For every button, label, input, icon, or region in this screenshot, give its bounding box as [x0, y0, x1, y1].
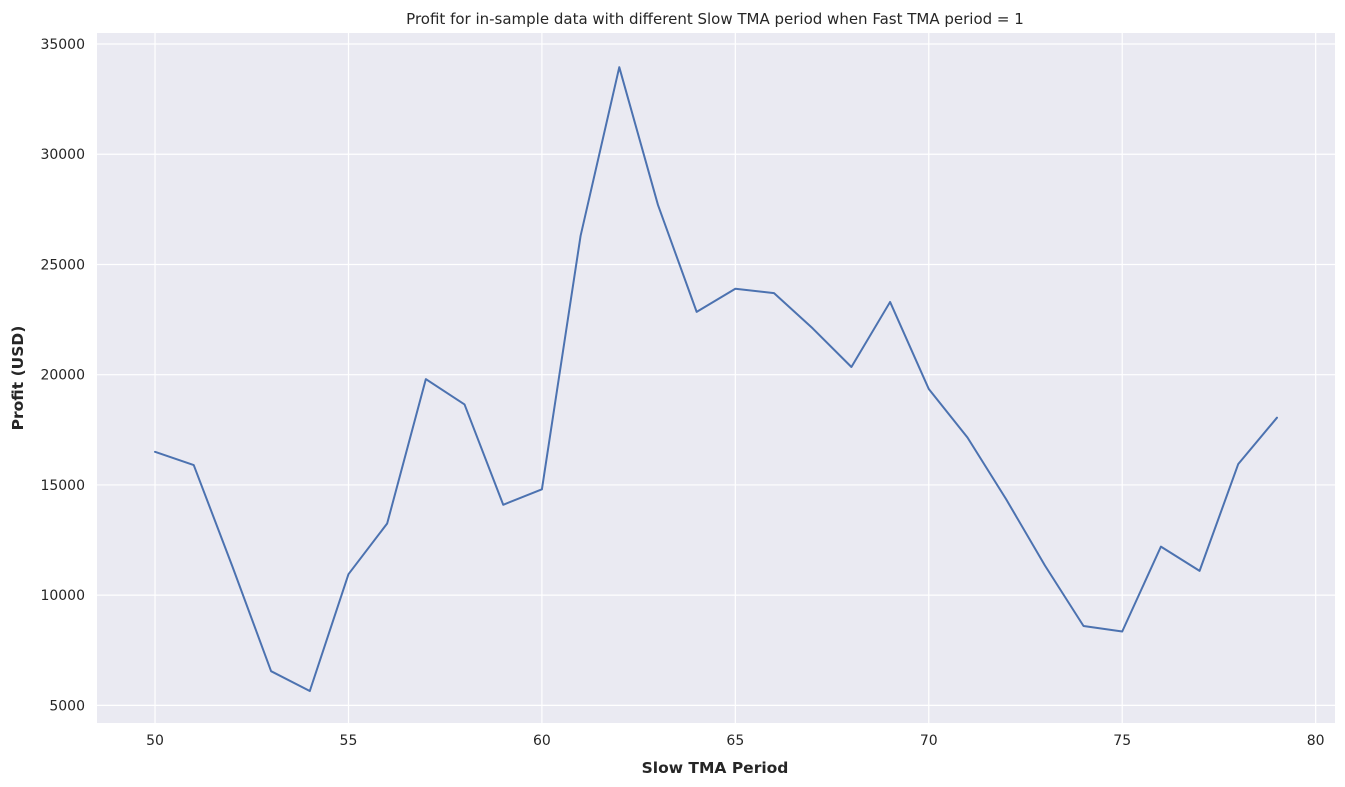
y-tick-labels: 5000 10000 15000 20000 25000 30000 35000 — [40, 37, 85, 714]
y-tick-label: 30000 — [40, 147, 85, 163]
x-axis-label: Slow TMA Period — [642, 759, 789, 777]
y-tick-label: 20000 — [40, 368, 85, 384]
y-gridlines — [97, 43, 1335, 706]
y-tick-label: 15000 — [40, 478, 85, 494]
chart-title: Profit for in-sample data with different… — [406, 10, 1024, 28]
x-tick-label: 80 — [1307, 733, 1325, 749]
x-tick-label: 75 — [1113, 733, 1131, 749]
y-tick-label: 25000 — [40, 257, 85, 273]
x-tick-label: 50 — [146, 733, 164, 749]
series-group — [154, 66, 1278, 693]
x-tick-label: 60 — [533, 733, 551, 749]
series-line — [154, 66, 1278, 693]
x-gridlines — [154, 33, 1317, 723]
y-tick-label: 35000 — [40, 37, 85, 53]
x-tick-label: 65 — [726, 733, 744, 749]
y-tick-label: 10000 — [40, 588, 85, 604]
y-axis-label: Profit (USD) — [9, 326, 27, 431]
y-tick-label: 5000 — [49, 698, 85, 714]
x-tick-label: 70 — [920, 733, 938, 749]
x-tick-labels: 50 55 60 65 70 75 80 — [146, 733, 1324, 749]
x-tick-label: 55 — [340, 733, 358, 749]
plot-area — [97, 33, 1335, 723]
